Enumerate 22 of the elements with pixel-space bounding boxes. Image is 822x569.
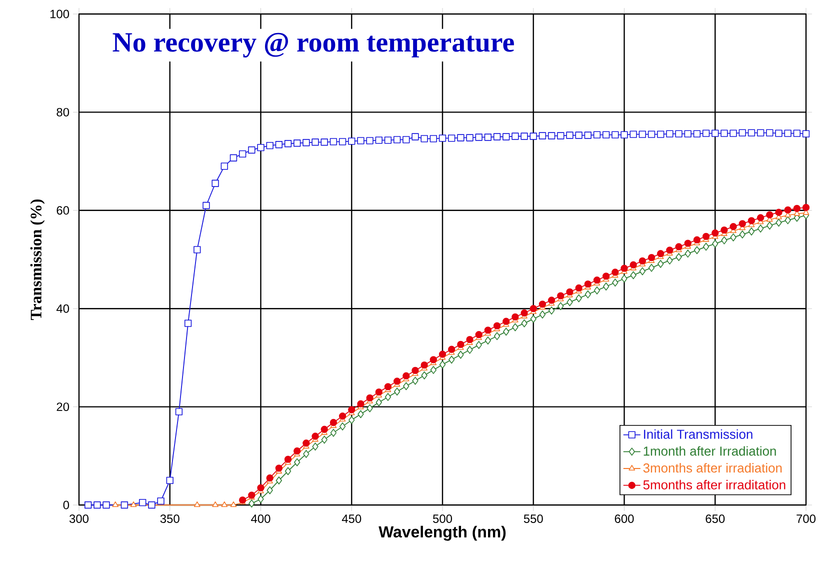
x-tick-label: 500 xyxy=(433,514,452,523)
y-tick-label: 60 xyxy=(56,206,70,215)
x-tick-label: 300 xyxy=(69,514,89,523)
x-tick-label: 600 xyxy=(614,514,634,523)
x-tick-label: 550 xyxy=(524,514,543,523)
y-tick-label: 0 xyxy=(63,500,70,510)
x-tick-label: 700 xyxy=(796,514,816,523)
text: No recovery @ room temperature xyxy=(112,32,514,58)
x-tick-label: 400 xyxy=(251,514,270,523)
legend-label: Initial Transmission xyxy=(644,429,752,439)
legend-label: 5months after irraditation xyxy=(643,480,786,490)
y-tick-label: 80 xyxy=(56,108,70,116)
legend-label: 3months after irradiation xyxy=(643,463,782,473)
y-tick-label: 100 xyxy=(50,10,70,18)
legend-label: 1month after Irradiation xyxy=(644,446,776,456)
y-tick-label: 40 xyxy=(56,304,70,313)
y-axis-title: Transmission (%) xyxy=(30,199,45,320)
x-tick-label: 650 xyxy=(706,514,725,523)
y-tick-label: 20 xyxy=(56,402,70,412)
x-tick-label: 450 xyxy=(342,514,362,523)
x-tick-label: 350 xyxy=(160,514,180,523)
x-axis-title: Wavelength (nm) xyxy=(378,526,506,541)
